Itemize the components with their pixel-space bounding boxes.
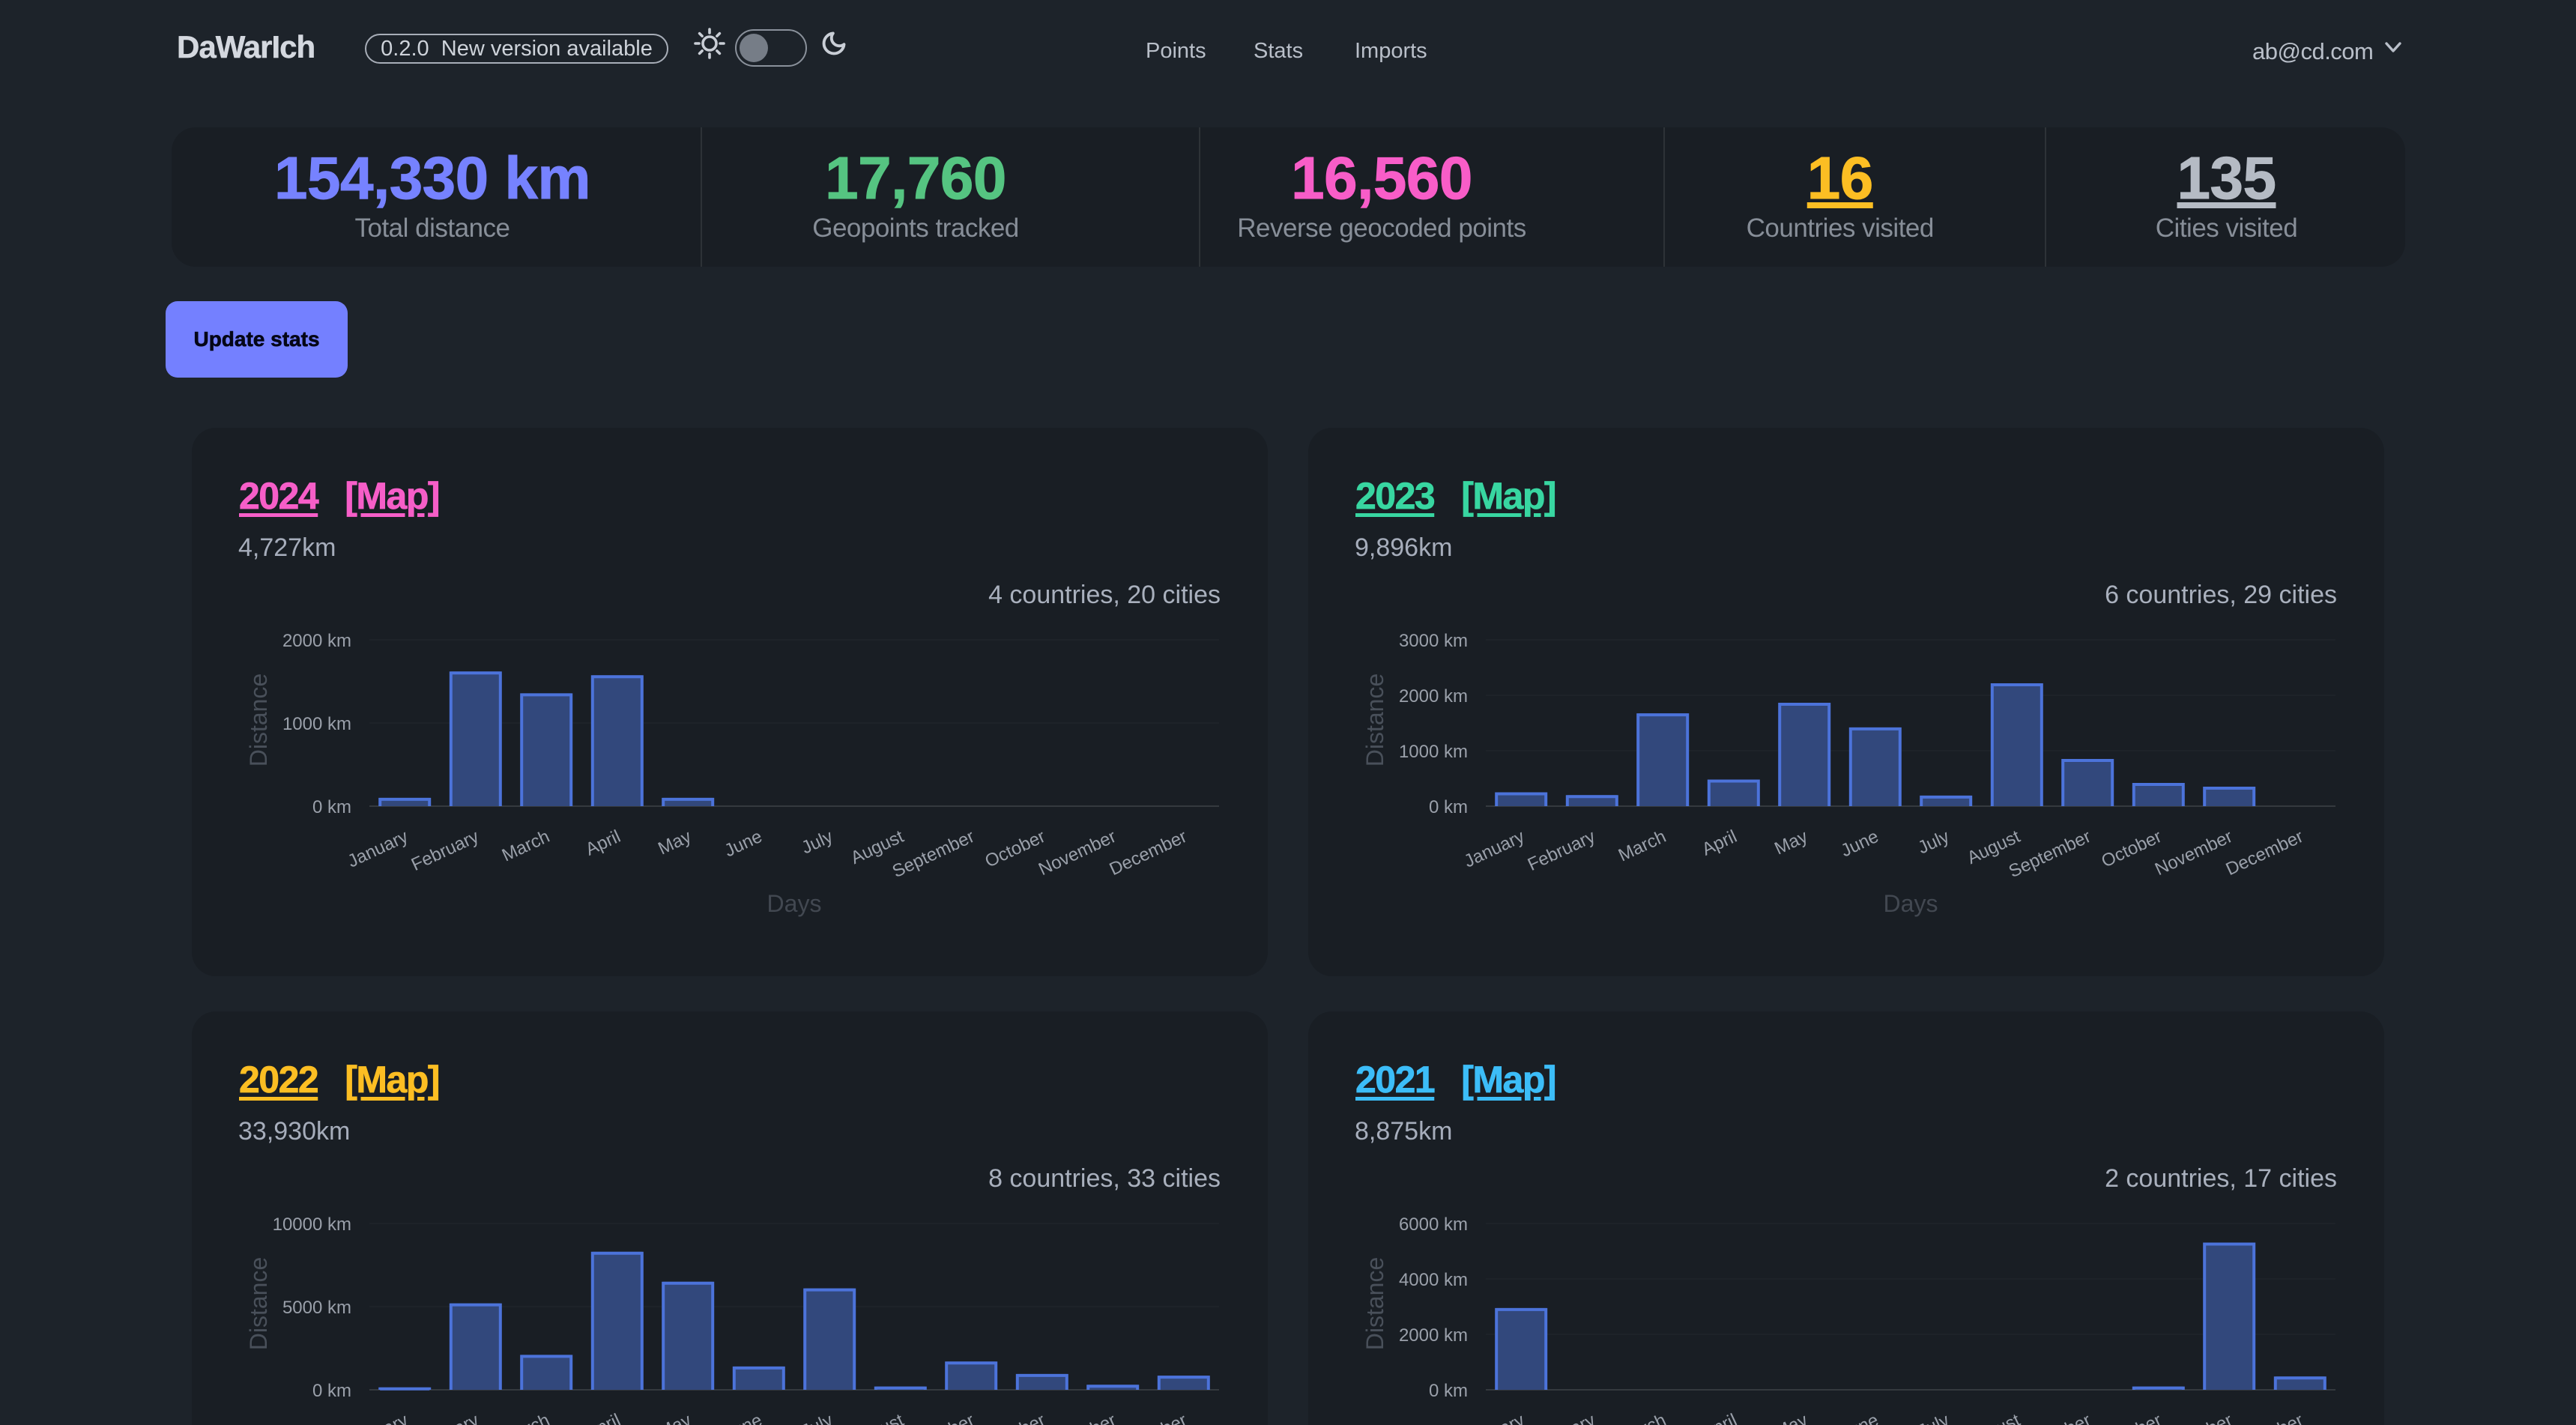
svg-text:March: March (499, 1410, 553, 1425)
svg-text:May: May (655, 1410, 695, 1425)
svg-text:June: June (722, 1410, 766, 1425)
svg-text:0 km: 0 km (1429, 1381, 1468, 1401)
svg-text:0 km: 0 km (312, 797, 351, 817)
svg-text:July: July (799, 826, 836, 859)
svg-text:February: February (408, 1410, 482, 1425)
svg-text:March: March (499, 826, 553, 866)
svg-text:4000 km: 4000 km (1399, 1270, 1468, 1290)
svg-text:10000 km: 10000 km (273, 1214, 351, 1235)
svg-text:May: May (655, 826, 695, 859)
svg-text:February: February (1525, 826, 1598, 875)
svg-text:April: April (582, 826, 623, 860)
svg-text:June: June (1838, 1410, 1882, 1425)
svg-text:July: July (1915, 826, 1953, 859)
svg-text:August: August (847, 1410, 907, 1425)
svg-text:Days: Days (1884, 890, 1938, 917)
svg-text:2000 km: 2000 km (282, 631, 351, 651)
svg-text:August: August (1964, 1410, 2023, 1425)
svg-text:January: January (345, 1410, 411, 1425)
svg-text:April: April (582, 1410, 623, 1425)
svg-text:March: March (1615, 826, 1669, 866)
svg-text:6000 km: 6000 km (1399, 1214, 1468, 1235)
svg-text:April: April (1699, 826, 1740, 860)
svg-text:Distance: Distance (245, 1257, 272, 1351)
svg-text:October: October (2099, 1410, 2165, 1425)
svg-text:November: November (2152, 826, 2236, 880)
svg-text:July: July (799, 1410, 836, 1425)
svg-text:Distance: Distance (1361, 674, 1388, 767)
svg-text:November: November (1035, 826, 1119, 880)
svg-text:September: September (2006, 826, 2094, 882)
svg-text:May: May (1771, 1410, 1811, 1425)
svg-text:5000 km: 5000 km (282, 1298, 351, 1318)
svg-text:Distance: Distance (1361, 1257, 1388, 1351)
svg-text:January: January (1461, 826, 1528, 872)
svg-text:January: January (1461, 1410, 1528, 1425)
svg-text:May: May (1771, 826, 1811, 859)
svg-text:1000 km: 1000 km (1399, 742, 1468, 762)
svg-text:July: July (1915, 1410, 1953, 1425)
svg-text:December: December (2223, 1410, 2307, 1425)
svg-text:June: June (1838, 826, 1882, 861)
svg-text:3000 km: 3000 km (1399, 631, 1468, 651)
svg-text:April: April (1699, 1410, 1740, 1425)
svg-text:February: February (408, 826, 482, 875)
svg-text:December: December (1107, 1410, 1191, 1425)
svg-text:March: March (1615, 1410, 1669, 1425)
svg-text:Distance: Distance (245, 674, 272, 767)
svg-text:0 km: 0 km (1429, 797, 1468, 817)
svg-text:November: November (1035, 1410, 1119, 1425)
svg-text:2000 km: 2000 km (1399, 1325, 1468, 1346)
svg-text:December: December (2223, 826, 2307, 880)
svg-text:Days: Days (767, 890, 822, 917)
svg-text:1000 km: 1000 km (282, 714, 351, 734)
svg-text:2000 km: 2000 km (1399, 686, 1468, 707)
svg-text:0 km: 0 km (312, 1381, 351, 1401)
svg-text:October: October (982, 1410, 1049, 1425)
svg-text:December: December (1107, 826, 1191, 880)
svg-text:June: June (722, 826, 766, 861)
svg-text:November: November (2152, 1410, 2236, 1425)
svg-text:February: February (1525, 1410, 1598, 1425)
svg-text:September: September (889, 826, 978, 882)
svg-text:January: January (345, 826, 411, 872)
